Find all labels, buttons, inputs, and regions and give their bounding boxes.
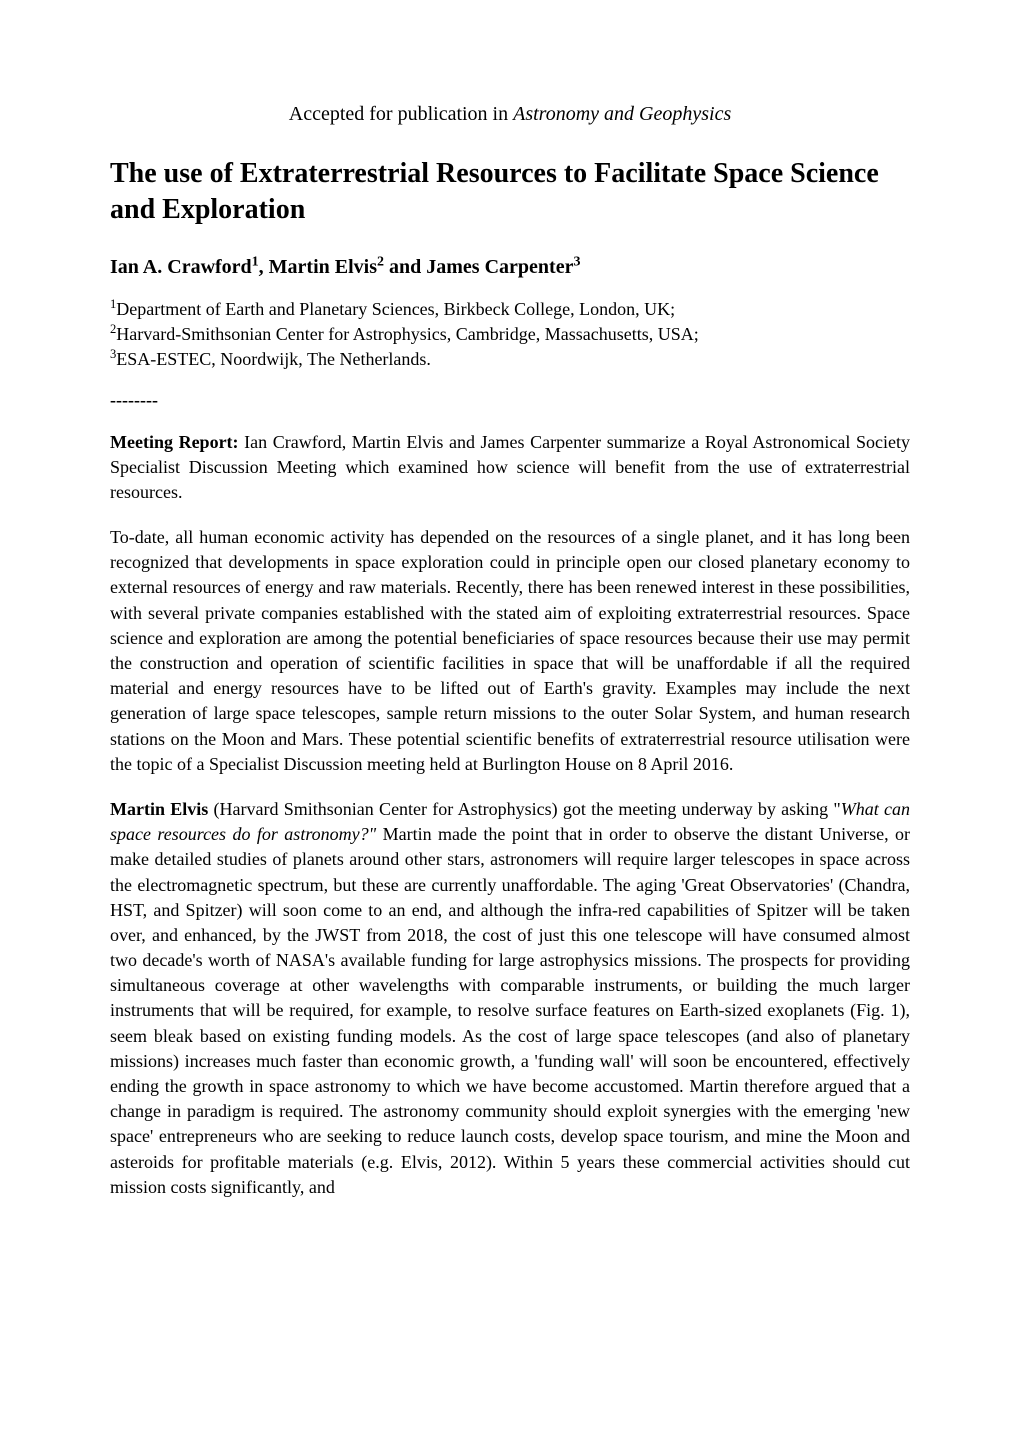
author-3-sup: 3 <box>573 254 580 269</box>
affiliation-1: 1Department of Earth and Planetary Scien… <box>110 297 910 322</box>
separator-dashes: -------- <box>110 388 910 413</box>
affiliation-2: 2Harvard-Smithsonian Center for Astrophy… <box>110 322 910 347</box>
intro-paragraph: To-date, all human economic activity has… <box>110 525 910 777</box>
author-2: Martin Elvis <box>269 256 377 278</box>
pub-note-journal: Astronomy and Geophysics <box>513 103 731 125</box>
aff-1-text: Department of Earth and Planetary Scienc… <box>116 299 675 319</box>
author-2-sup: 2 <box>377 254 384 269</box>
author-3: James Carpenter <box>426 256 573 278</box>
elvis-speaker-name: Martin Elvis <box>110 799 208 819</box>
author-sep-2: and <box>384 256 426 278</box>
pub-note-prefix: Accepted for publication in <box>289 103 513 125</box>
paper-title: The use of Extraterrestrial Resources to… <box>110 156 910 229</box>
meeting-report-para: Meeting Report: Ian Crawford, Martin Elv… <box>110 430 910 506</box>
publication-note: Accepted for publication in Astronomy an… <box>110 100 910 128</box>
elvis-paragraph: Martin Elvis (Harvard Smithsonian Center… <box>110 797 910 1200</box>
aff-2-text: Harvard-Smithsonian Center for Astrophys… <box>116 324 698 344</box>
author-1: Ian A. Crawford <box>110 256 252 278</box>
aff-3-text: ESA-ESTEC, Noordwijk, The Netherlands. <box>116 349 431 369</box>
elvis-body-text: Martin made the point that in order to o… <box>110 824 910 1197</box>
affiliation-3: 3ESA-ESTEC, Noordwijk, The Netherlands. <box>110 347 910 372</box>
elvis-affiliation-text: (Harvard Smithsonian Center for Astrophy… <box>208 799 840 819</box>
meeting-report-label: Meeting Report: <box>110 432 239 452</box>
author-1-sup: 1 <box>252 254 259 269</box>
affiliations: 1Department of Earth and Planetary Scien… <box>110 297 910 373</box>
author-sep-1: , <box>259 256 269 278</box>
authors-line: Ian A. Crawford1, Martin Elvis2 and Jame… <box>110 253 910 281</box>
